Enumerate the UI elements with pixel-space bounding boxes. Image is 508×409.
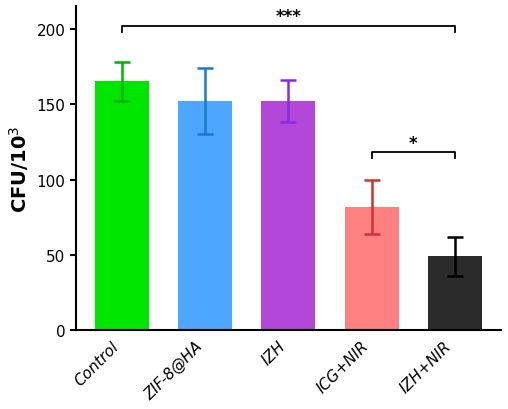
Bar	[178, 102, 232, 330]
Bar	[428, 257, 482, 330]
Text: *: *	[409, 134, 418, 152]
Bar	[344, 207, 399, 330]
Y-axis label: CFU/10$^3$: CFU/10$^3$	[7, 125, 31, 212]
Bar	[95, 82, 149, 330]
Text: ***: ***	[275, 8, 301, 26]
Bar	[261, 102, 315, 330]
